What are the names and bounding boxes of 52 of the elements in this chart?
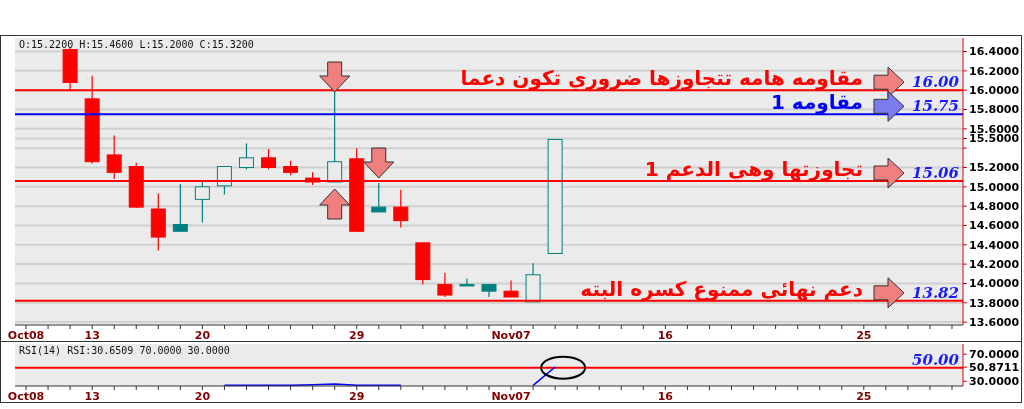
ref-line-label: 50.00: [912, 350, 960, 369]
x-tick-label: 13: [84, 389, 100, 403]
x-tick-label: Oct08: [7, 328, 45, 342]
ref-line-label: 16.00: [912, 73, 960, 92]
candlestick: [393, 189, 409, 228]
x-tick-label: 13: [84, 328, 100, 342]
y-tick-label: 14.4000: [969, 238, 1020, 252]
y-tick-label: 70.0000: [969, 348, 1020, 362]
x-tick-label: 20: [194, 389, 211, 403]
annotation: مقاومه 1: [770, 90, 863, 115]
ref-line-label: 15.75: [912, 97, 959, 116]
y-tick-label: 30.0000: [969, 375, 1020, 389]
annotation: O:15.2200 H:15.4600 L:15.2000 C:15.3200: [19, 39, 254, 50]
y-tick-label: 14.8000: [969, 200, 1020, 214]
y-tick-label: 50.8711: [969, 361, 1020, 375]
x-tick-label: 16: [657, 389, 674, 403]
ref-line-label: 13.82: [912, 283, 959, 302]
x-tick-label: Nov07: [491, 389, 531, 403]
annotation: تجاوزتها وهي الدعم 1: [644, 157, 863, 183]
ref-line-label: 15.06: [912, 164, 960, 183]
candlestick: [261, 148, 277, 171]
y-tick-label: 16.0000: [969, 84, 1020, 98]
y-tick-label: 15.8000: [969, 103, 1020, 117]
x-tick-label: Nov07: [491, 328, 531, 342]
x-tick-label: Oct08: [7, 389, 45, 403]
x-tick-label: 29: [349, 328, 365, 342]
candlestick: [194, 179, 210, 224]
x-tick-label: 25: [856, 389, 872, 403]
y-tick-label: 14.0000: [969, 277, 1020, 291]
candlestick: [459, 278, 475, 287]
y-tick-label: 16.2000: [969, 64, 1020, 78]
x-tick-label: 16: [657, 328, 674, 342]
candlestick: [327, 91, 343, 183]
x-tick-label: 25: [856, 328, 872, 342]
y-tick-label: 15.0000: [969, 180, 1020, 194]
candlestick: [437, 272, 453, 298]
y-tick-label: 15.2000: [969, 161, 1020, 175]
candlestick: [503, 279, 519, 298]
x-tick-label: 20: [194, 328, 211, 342]
y-tick-label: 16.4000: [969, 45, 1020, 59]
y-tick-label: 14.6000: [969, 219, 1020, 233]
y-tick-label: 13.8000: [969, 296, 1020, 310]
x-tick-label: 29: [349, 389, 365, 403]
candlestick: [371, 182, 387, 213]
annotation: مقاومه هامه تتجاوزها ضروري تكون دعما: [460, 66, 863, 92]
y-tick-label: 15.5000: [969, 132, 1020, 146]
annotation: دعم نهائي ممنوع كسره البته: [580, 276, 863, 302]
annotation: RSI(14) RSI:30.6509 70.0000 30.0000: [19, 345, 230, 356]
candlestick: [238, 142, 254, 171]
y-tick-label: 13.6000: [969, 316, 1020, 330]
candlestick: [172, 183, 188, 232]
y-tick-label: 14.2000: [969, 258, 1020, 272]
